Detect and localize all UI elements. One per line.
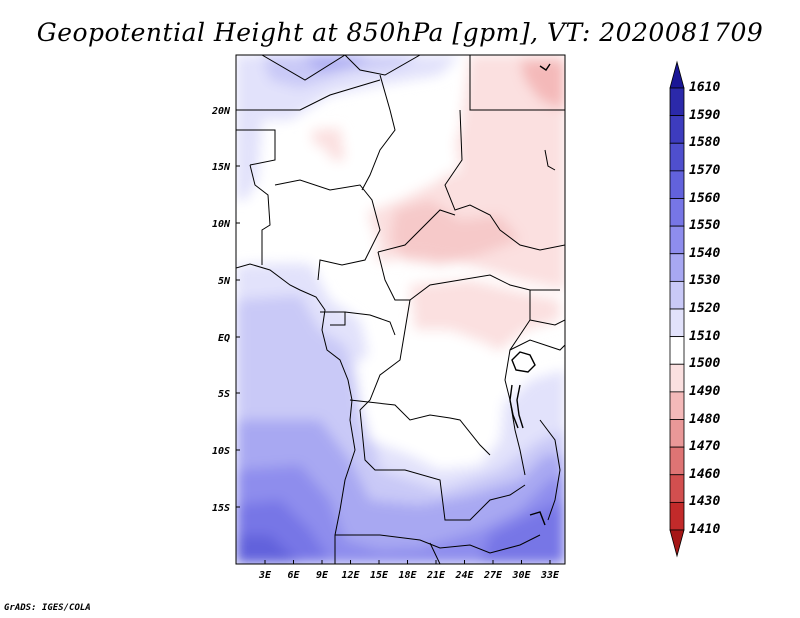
colorbar-label: 1570 xyxy=(689,162,721,178)
lat-tick-label: 20N xyxy=(211,106,231,117)
colorbar-label: 1530 xyxy=(689,273,721,289)
colorbar-label: 1550 xyxy=(689,218,721,234)
colorbar-label: 1470 xyxy=(689,439,721,455)
colorbar-label: 1590 xyxy=(689,107,721,123)
colorbar-label: 1560 xyxy=(689,190,721,206)
colorbar-label: 1490 xyxy=(689,383,721,399)
lon-tick-label: 27E xyxy=(483,570,503,581)
lat-tick-label: 10S xyxy=(212,446,230,457)
lon-tick-label: 24E xyxy=(454,570,474,581)
lon-tick-label: 3E xyxy=(258,570,272,581)
colorbar-label: 1510 xyxy=(689,328,721,344)
grads-credit: GrADS: IGES/COLA xyxy=(4,603,91,613)
lat-tick-label: 5N xyxy=(218,276,231,287)
lon-tick-label: 33E xyxy=(540,570,560,581)
lon-tick-label: 12E xyxy=(341,570,360,581)
latitude-ticks: 20N 15N 10N 5N EQ 5S 10S 15S xyxy=(211,106,240,514)
colorbar-label: 1460 xyxy=(689,466,721,482)
lat-tick-label: 10N xyxy=(212,219,231,230)
lat-tick-label: 15S xyxy=(212,503,230,514)
colorbar-label: 1410 xyxy=(689,522,721,537)
colorbar-label: 1480 xyxy=(689,411,721,427)
map-title: Geopotential Height at 850hPa [gpm], VT:… xyxy=(36,18,764,47)
colorbar-label: 1540 xyxy=(689,245,721,261)
longitude-ticks: 3E 6E 9E 12E 15E 18E 21E 24E 27E 30E 33E xyxy=(258,560,560,581)
lon-tick-label: 18E xyxy=(398,570,417,581)
lon-tick-label: 9E xyxy=(316,570,329,581)
colorbar-label: 1430 xyxy=(689,494,721,510)
lat-tick-label: 15N xyxy=(212,162,231,173)
lon-tick-label: 6E xyxy=(287,570,300,581)
colorbar-label: 1610 xyxy=(689,80,721,95)
lon-tick-label: 15E xyxy=(370,570,389,581)
lon-tick-label: 21E xyxy=(426,570,446,581)
colorbar-label: 1500 xyxy=(689,356,721,372)
lon-tick-label: 30E xyxy=(511,570,531,581)
country-boundaries xyxy=(236,55,565,564)
lat-tick-label: 5S xyxy=(218,389,230,400)
lakes xyxy=(509,63,551,526)
shaded-field xyxy=(236,55,565,564)
colorbar-label: 1520 xyxy=(689,301,721,316)
colorbar-label: 1580 xyxy=(689,135,721,151)
map-frame xyxy=(235,54,566,565)
lat-tick-label: EQ xyxy=(218,333,230,344)
